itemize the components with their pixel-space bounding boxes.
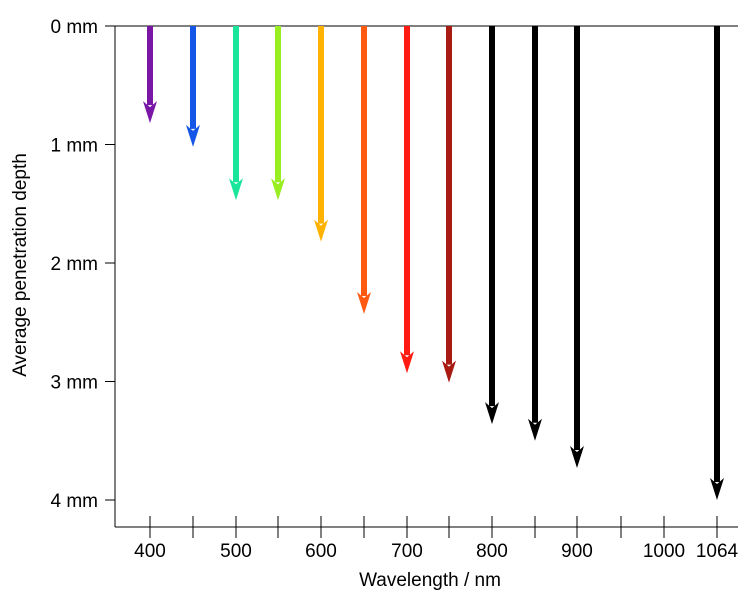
arrow-head [710, 478, 724, 500]
depth-arrow [357, 26, 371, 314]
arrow-head [314, 219, 328, 242]
arrow-head [570, 446, 584, 469]
x-tick-label: 700 [391, 541, 423, 562]
x-tick-label: 500 [220, 541, 252, 562]
y-tick-label: 2 mm [51, 254, 99, 275]
depth-arrow [485, 26, 499, 425]
ticks-layer [105, 25, 718, 538]
labels-layer: 0 mm 1 mm 2 mm 3 mm 4 mm 400 500 600 700 800 900 10… [51, 17, 739, 562]
x-tick-label: 600 [305, 541, 337, 562]
axes-layer [114, 25, 738, 528]
x-tick-label: 1064 [696, 541, 739, 562]
y-tick-label: 1 mm [51, 136, 99, 157]
arrow-head [186, 124, 200, 147]
y-tick-label: 0 mm [51, 17, 99, 38]
depth-arrow [400, 26, 414, 374]
depth-arrow [710, 26, 724, 500]
x-axis-title: Wavelength / nm [359, 570, 501, 591]
y-tick-label: 4 mm [51, 491, 99, 512]
depth-arrow [143, 26, 157, 124]
depth-arrow [314, 26, 328, 242]
arrow-head [442, 360, 456, 383]
x-tick-label: 900 [561, 541, 593, 562]
arrow-head [357, 291, 371, 314]
arrow-head [143, 101, 157, 124]
x-tick-label: 400 [134, 541, 166, 562]
depth-arrow [186, 26, 200, 147]
x-tick-label: 1000 [643, 541, 685, 562]
x-tick-label: 800 [476, 541, 508, 562]
depth-arrow [528, 26, 542, 441]
y-axis-title: Average penetration depth [10, 153, 31, 377]
depth-arrow [229, 26, 243, 201]
arrow-head [528, 418, 542, 441]
y-tick-label: 3 mm [51, 373, 99, 394]
arrows-layer [143, 26, 724, 500]
arrow-head [271, 178, 285, 201]
depth-arrow [271, 26, 285, 201]
arrow-head [485, 402, 499, 425]
depth-arrow [570, 26, 584, 469]
depth-arrow [442, 26, 456, 383]
arrow-head [229, 178, 243, 201]
arrow-head [400, 351, 414, 374]
